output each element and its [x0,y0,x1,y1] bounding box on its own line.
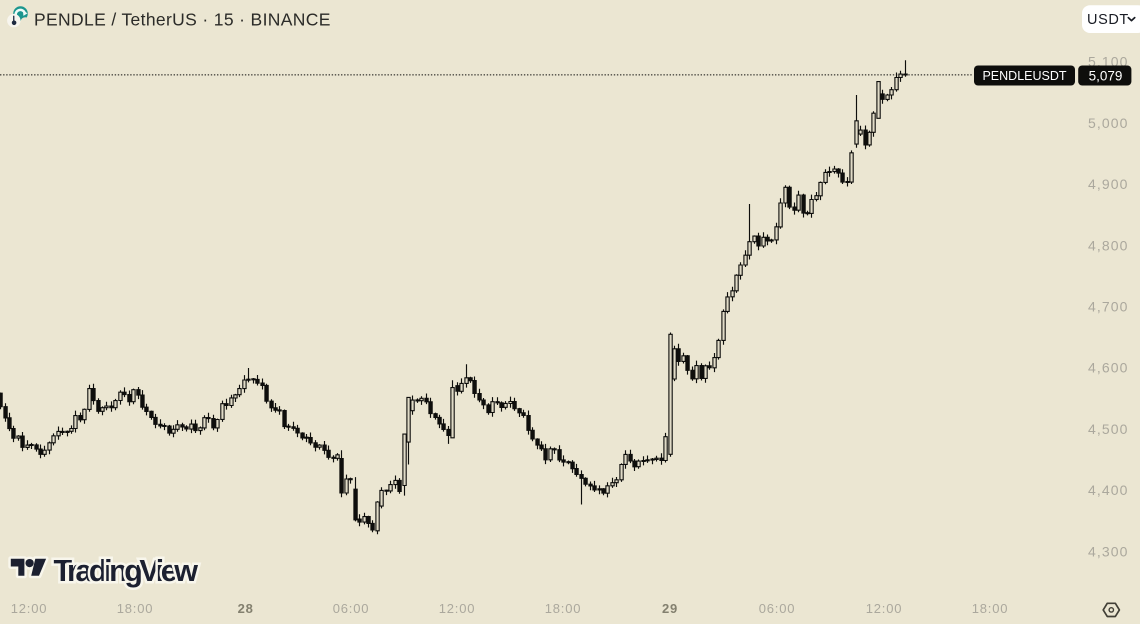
svg-text:4,600: 4,600 [1088,360,1129,376]
svg-text:TradingView: TradingView [54,554,199,588]
svg-text:4,300: 4,300 [1088,543,1129,559]
svg-text:4,800: 4,800 [1088,237,1129,253]
svg-text:12:00: 12:00 [866,601,903,616]
svg-text:06:00: 06:00 [333,601,370,616]
svg-text:5,000: 5,000 [1088,115,1129,131]
svg-text:18:00: 18:00 [972,601,1009,616]
svg-text:PENDLE / TetherUS · 15 · BINAN: PENDLE / TetherUS · 15 · BINANCE [34,9,331,29]
svg-text:18:00: 18:00 [545,601,582,616]
svg-text:4,700: 4,700 [1088,299,1129,315]
svg-text:12:00: 12:00 [11,601,48,616]
svg-text:5,079: 5,079 [1089,69,1123,84]
svg-text:USDT: USDT [1087,12,1129,28]
svg-text:29: 29 [662,601,678,616]
svg-text:PENDLEUSDT: PENDLEUSDT [982,69,1066,83]
svg-text:4,500: 4,500 [1088,421,1129,437]
svg-text:12:00: 12:00 [439,601,476,616]
svg-text:18:00: 18:00 [117,601,154,616]
svg-text:4,900: 4,900 [1088,176,1129,192]
svg-text:28: 28 [238,601,254,616]
svg-text:4,400: 4,400 [1088,482,1129,498]
svg-text:06:00: 06:00 [759,601,796,616]
